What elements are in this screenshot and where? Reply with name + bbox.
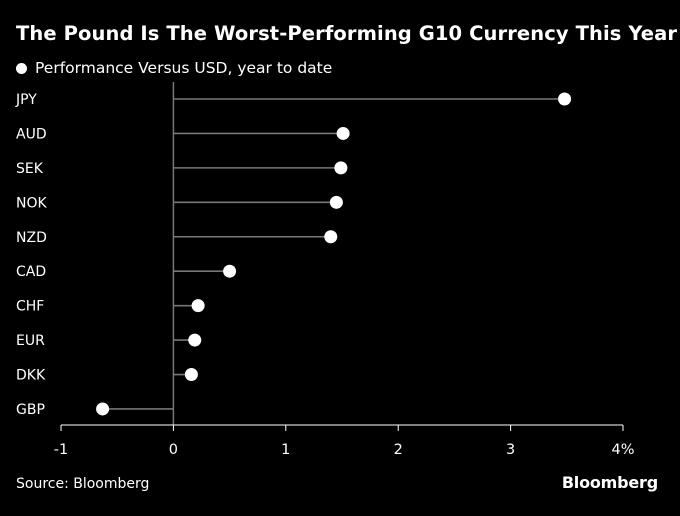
category-label: AUD: [16, 126, 47, 142]
lollipop-dot: [96, 402, 110, 416]
x-tick-label: -1: [54, 442, 68, 458]
bloomberg-logo: Bloomberg: [561, 473, 658, 492]
x-tick-label: 3: [506, 442, 515, 458]
category-label: NZD: [16, 230, 47, 246]
lollipop-dot: [329, 195, 343, 209]
category-label: GBP: [16, 402, 45, 418]
chart-title: The Pound Is The Worst-Performing G10 Cu…: [16, 22, 678, 45]
category-label: EUR: [16, 333, 45, 349]
lollipop-dot: [191, 299, 205, 313]
x-tick-label: 1: [281, 442, 290, 458]
legend-dot-marker: [16, 62, 27, 74]
category-label: CAD: [16, 264, 46, 280]
x-tick-label: 4%: [611, 442, 634, 458]
category-label: NOK: [16, 195, 47, 211]
lollipop-dot: [336, 126, 350, 140]
lollipop-dot: [334, 161, 348, 175]
category-label: SEK: [16, 161, 44, 177]
lollipop-dot: [223, 264, 237, 278]
lollipop-dot: [184, 368, 198, 382]
lollipop-dot: [188, 333, 202, 347]
category-label: JPY: [15, 92, 37, 108]
x-tick-label: 2: [394, 442, 403, 458]
x-tick-label: 0: [169, 442, 178, 458]
lollipop-dot: [558, 92, 572, 106]
legend: Performance Versus USD, year to date: [16, 59, 332, 77]
source-note: Source: Bloomberg: [16, 476, 150, 492]
category-label: CHF: [16, 299, 44, 315]
lollipop-dot: [324, 230, 338, 244]
category-label: DKK: [16, 368, 46, 384]
legend-label: Performance Versus USD, year to date: [35, 59, 333, 77]
